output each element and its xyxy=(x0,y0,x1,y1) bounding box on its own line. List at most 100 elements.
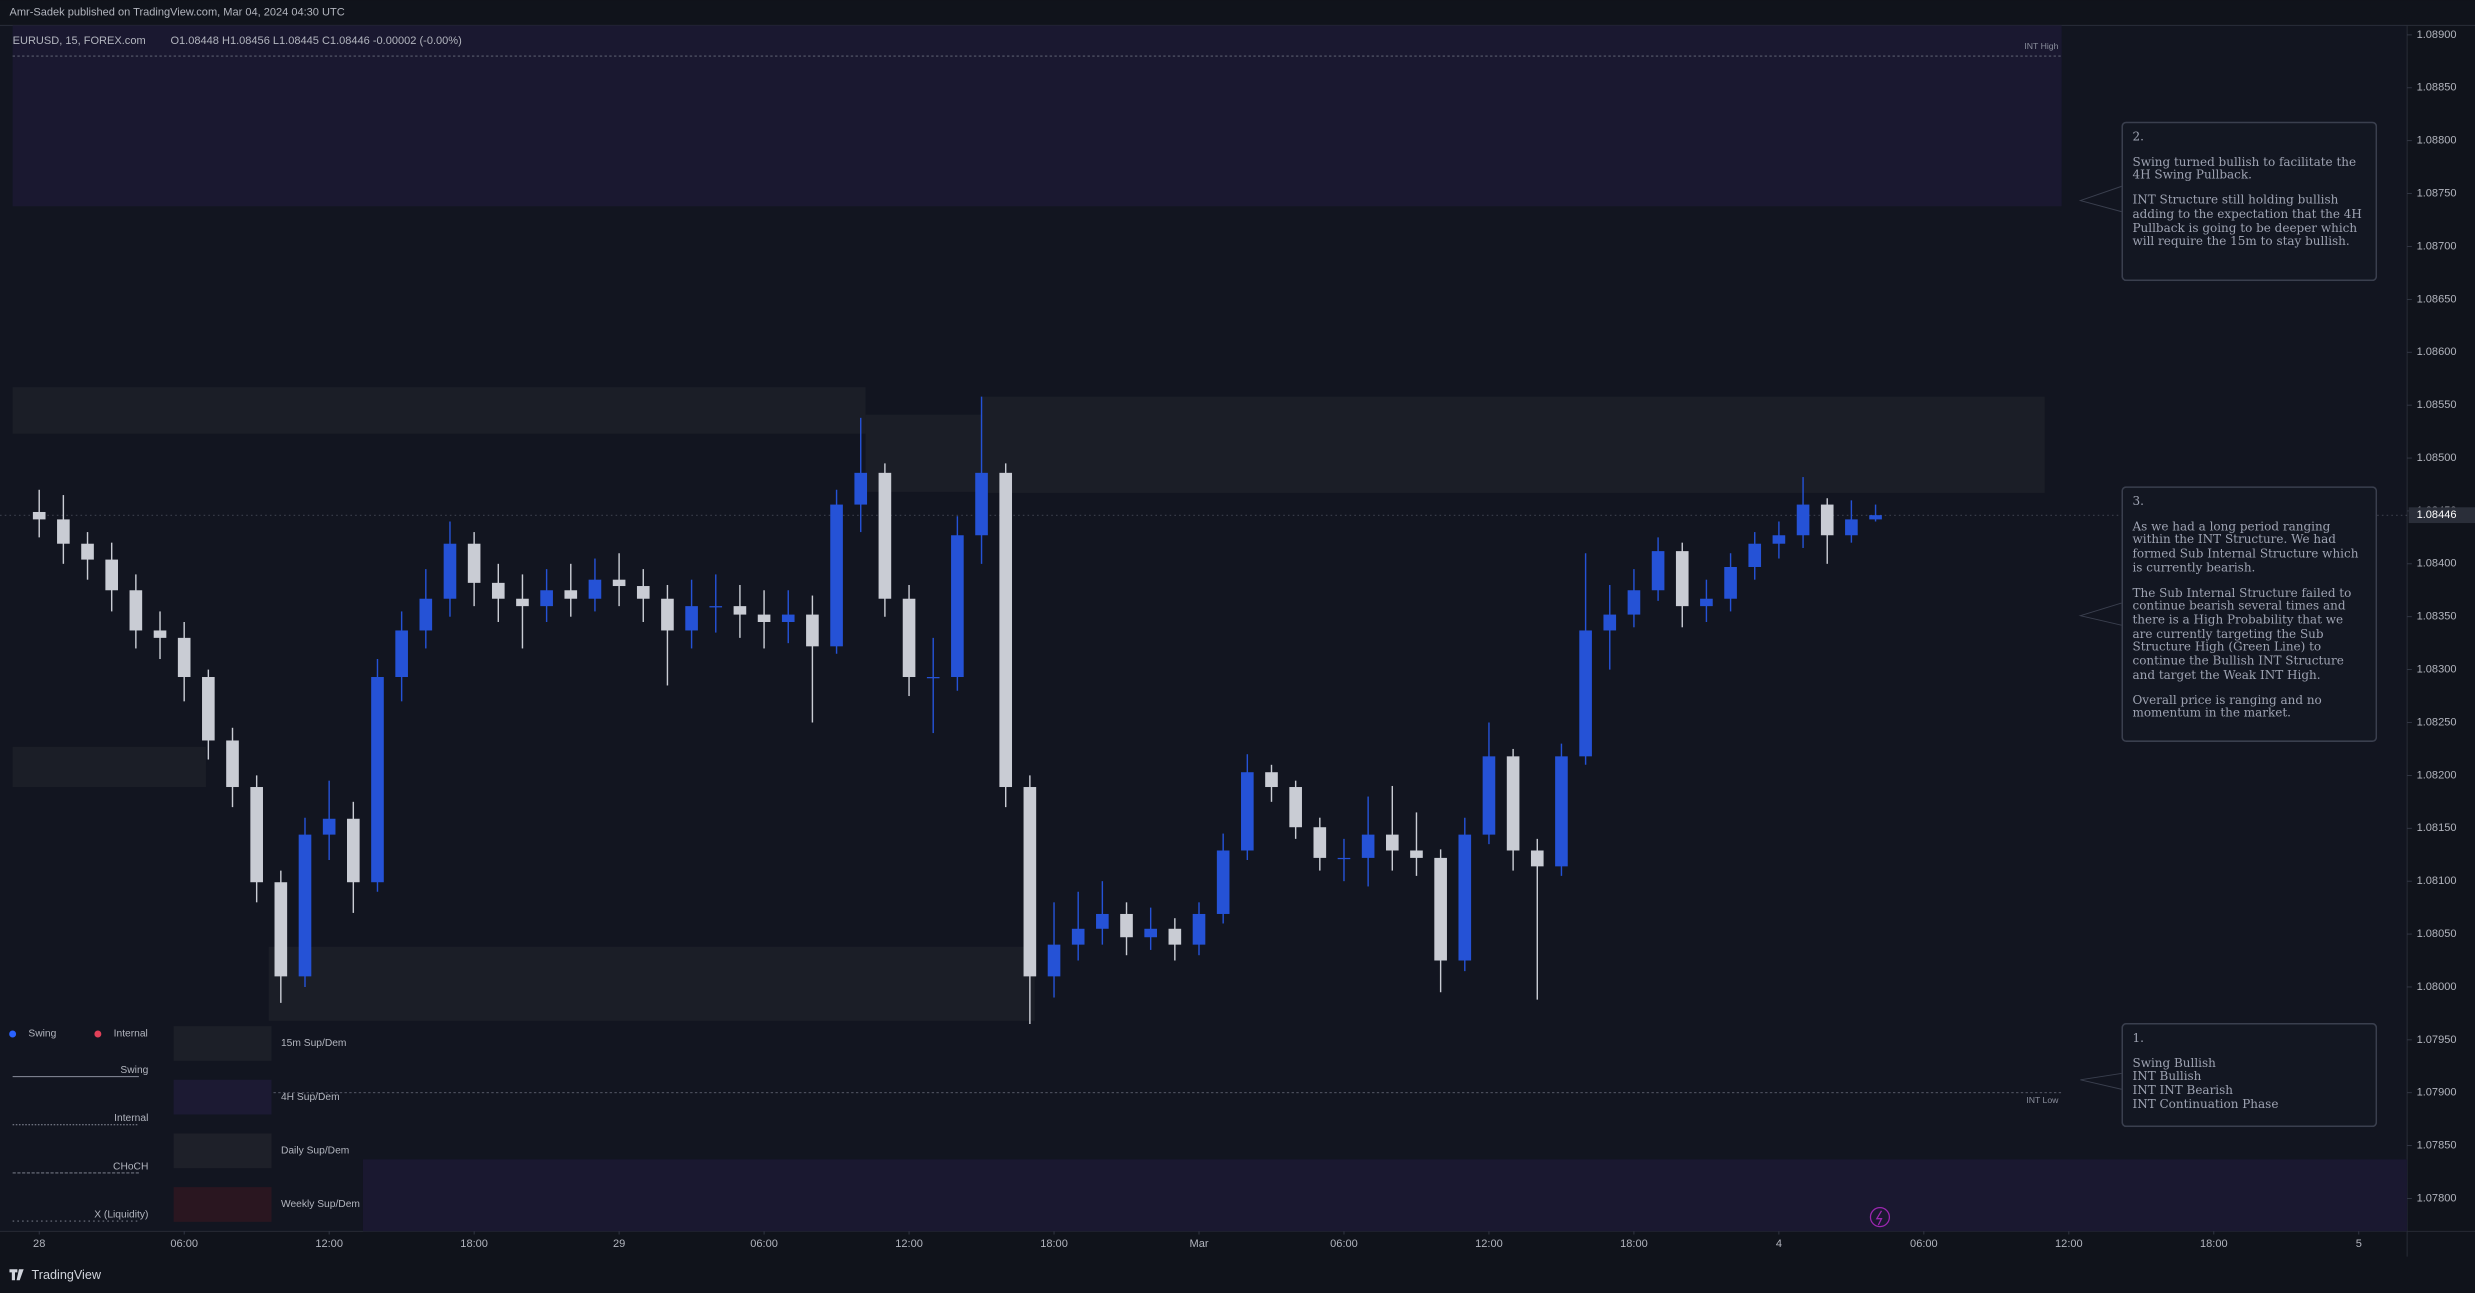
candle-body xyxy=(1796,504,1810,536)
y-tick-label: 1.07950 xyxy=(2417,1034,2457,1046)
legend-zone xyxy=(173,1079,272,1115)
brand[interactable]: TradingView xyxy=(32,1268,102,1282)
note-box[interactable]: 1. Swing Bullish INT Bullish INT INT Bearis… xyxy=(2121,1022,2378,1128)
candle-body xyxy=(467,543,481,583)
candle-body xyxy=(878,472,892,599)
candle-body xyxy=(1579,630,1592,757)
candle-body xyxy=(443,543,457,599)
candle-body xyxy=(298,834,312,977)
candle-body xyxy=(516,598,529,607)
x-tick-label: 18:00 xyxy=(1620,1238,1648,1250)
last-price-box xyxy=(2408,507,2475,524)
candle-body xyxy=(1530,850,1544,867)
candle-body xyxy=(1385,834,1399,851)
candle-body xyxy=(129,590,143,631)
note-text: Swing turned bullish to facilitate the 4… xyxy=(2132,154,2357,183)
candle-body xyxy=(250,787,263,883)
legend-label: X (Liquidity) xyxy=(94,1209,148,1220)
note-text: 2. xyxy=(2132,129,2144,144)
zones xyxy=(12,25,2408,1232)
candle-body xyxy=(757,614,771,623)
candle-body xyxy=(177,637,191,678)
candle-body xyxy=(540,590,553,607)
legend-label: CHoCH xyxy=(113,1161,148,1172)
candle-body xyxy=(951,535,964,678)
x-tick-label: 5 xyxy=(2356,1238,2362,1250)
candle-body xyxy=(1361,834,1375,858)
x-tick-label: 28 xyxy=(33,1238,45,1250)
x-tick-label: 06:00 xyxy=(170,1238,198,1250)
candle-body xyxy=(1337,857,1351,860)
note: 3. As we had a long period ranging within… xyxy=(2121,486,2378,742)
zone xyxy=(12,25,2062,207)
candle-body xyxy=(902,598,916,678)
note-text: INT Continuation Phase xyxy=(2132,1096,2279,1112)
note-text: As we had a long period ranging within t… xyxy=(2132,518,2359,575)
candle-body xyxy=(1096,913,1109,929)
candle-body xyxy=(1168,928,1182,945)
y-tick-label: 1.08100 xyxy=(2417,875,2457,887)
x-tick-label: 4 xyxy=(1776,1238,1782,1250)
candle-body xyxy=(395,630,408,678)
candle-body xyxy=(1434,857,1447,961)
x-tick-label: 29 xyxy=(613,1238,625,1250)
indicator-legend: Swing Internal Swing Internal CHoCH X (Liquid… xyxy=(9,1026,360,1222)
candle-body xyxy=(781,614,795,623)
alert-icon[interactable] xyxy=(1869,1207,1891,1228)
candle-body xyxy=(636,586,650,599)
candle-body xyxy=(685,606,698,631)
x-tick-label: 12:00 xyxy=(2055,1238,2083,1250)
candle-body xyxy=(1192,913,1206,945)
brand-logo xyxy=(9,1269,24,1281)
x-tick-label: 12:00 xyxy=(895,1238,923,1250)
candle-body xyxy=(105,559,119,591)
note-text: Swing Bullish xyxy=(2132,1055,2216,1070)
y-tick-label: 1.07900 xyxy=(2417,1087,2457,1099)
x-tick-label: 12:00 xyxy=(1475,1238,1503,1250)
note-text: 3. xyxy=(2132,494,2144,509)
candle-body xyxy=(274,882,288,977)
legend-label: Daily Sup/Dem xyxy=(281,1146,349,1157)
zone xyxy=(981,396,2045,493)
legend-label: Swing xyxy=(28,1029,56,1040)
legend-zone xyxy=(173,1187,272,1222)
note-box[interactable]: 3. As we had a long period ranging within… xyxy=(2121,486,2378,742)
candle-body xyxy=(854,472,868,505)
x-tick-label: 06:00 xyxy=(1910,1238,1938,1250)
callout xyxy=(2078,185,2122,213)
x-tick-label: 06:00 xyxy=(750,1238,778,1250)
candle-body xyxy=(57,519,70,544)
candle-body xyxy=(926,677,940,679)
candle-body xyxy=(1458,834,1472,961)
y-tick-label: 1.08250 xyxy=(2417,716,2457,728)
ohlc-legend: O1.08448 H1.08456 L1.08445 C1.08446 -0.0… xyxy=(170,35,461,47)
y-tick-label: 1.08900 xyxy=(2417,29,2457,41)
note-text: The Sub Internal Structure failed to con… xyxy=(2132,585,2352,682)
zone xyxy=(12,387,866,434)
y-tick-label: 1.08700 xyxy=(2417,240,2457,252)
legend-label: 15m Sup/Dem xyxy=(281,1038,347,1049)
candle-body xyxy=(1675,551,1689,607)
x-tick-label: 18:00 xyxy=(2200,1238,2228,1250)
candle-body xyxy=(1216,850,1230,914)
candle-body xyxy=(371,677,384,883)
candle-body xyxy=(1651,551,1665,591)
candle-body xyxy=(322,818,336,835)
candle-body xyxy=(1482,756,1496,835)
note-box[interactable]: 2. Swing turned bullish to facilitate the… xyxy=(2121,121,2378,282)
candle-body xyxy=(733,606,747,615)
last-price-label: 1.08446 xyxy=(2417,509,2457,521)
legend-label: Internal xyxy=(114,1113,148,1124)
legend-zone xyxy=(173,1026,272,1061)
y-tick-label: 1.07800 xyxy=(2417,1192,2457,1204)
y-tick-label: 1.08000 xyxy=(2417,981,2457,993)
alert-icon-bolt xyxy=(1875,1210,1883,1226)
y-tick-label: 1.08800 xyxy=(2417,135,2457,147)
candle-body xyxy=(1869,515,1882,520)
legend-zone xyxy=(173,1133,272,1169)
y-tick-label: 1.08850 xyxy=(2417,82,2457,94)
x-tick-label: Mar xyxy=(1190,1238,1209,1250)
candle-body xyxy=(1047,944,1061,977)
legend-label: 4H Sup/Dem xyxy=(281,1092,340,1103)
